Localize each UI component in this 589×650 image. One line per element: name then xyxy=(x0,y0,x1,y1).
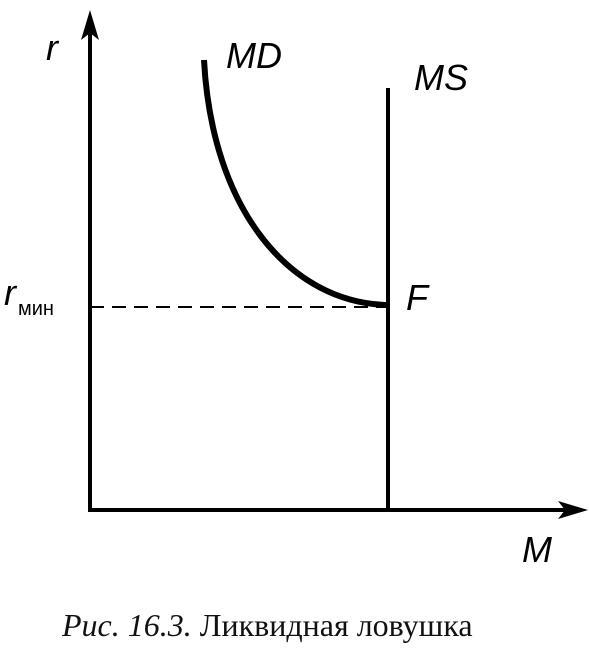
x-axis-label: M xyxy=(522,529,552,570)
ms-label: MS xyxy=(414,57,468,98)
y-axis-label: r xyxy=(46,27,60,68)
caption-number: Рис. 16.3. xyxy=(61,607,192,643)
y-axis-arrow xyxy=(81,10,99,40)
caption: Рис. 16.3. Ликвидная ловушка xyxy=(61,607,473,643)
caption-text: Ликвидная ловушка xyxy=(200,607,473,643)
md-curve xyxy=(201,59,389,308)
r-min-symbol: r xyxy=(4,272,18,313)
x-axis-arrow xyxy=(558,501,588,519)
md-label: MD xyxy=(226,35,282,76)
point-label: F xyxy=(406,277,430,318)
r-min-subscript: мин xyxy=(18,298,54,320)
